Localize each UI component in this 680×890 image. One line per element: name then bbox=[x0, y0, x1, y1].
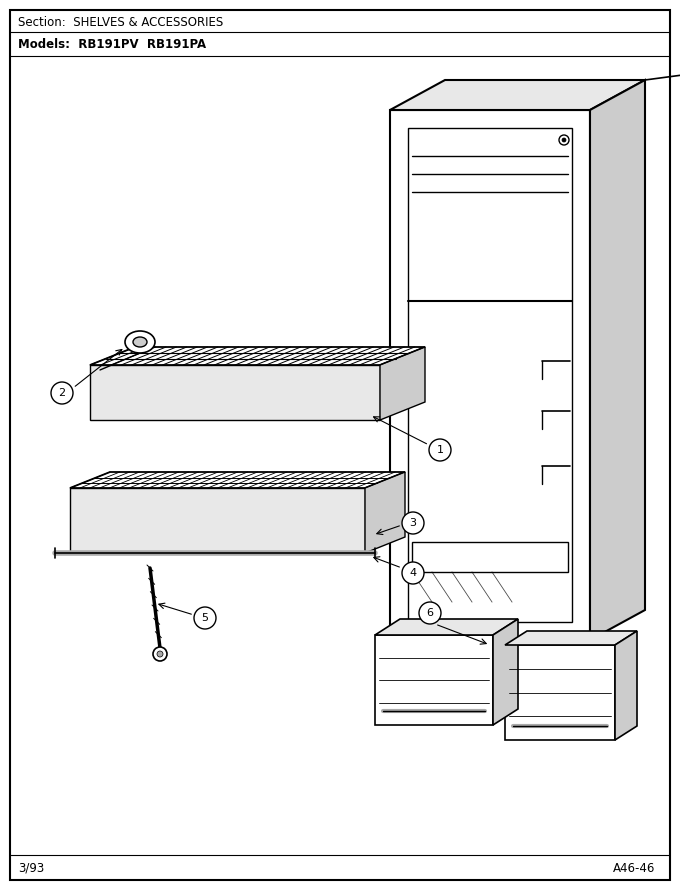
Polygon shape bbox=[505, 631, 637, 645]
Text: 3/93: 3/93 bbox=[18, 862, 44, 875]
Circle shape bbox=[419, 602, 441, 624]
Polygon shape bbox=[375, 635, 493, 725]
Polygon shape bbox=[412, 542, 568, 572]
Polygon shape bbox=[402, 640, 418, 654]
Circle shape bbox=[194, 607, 216, 629]
Polygon shape bbox=[505, 645, 615, 740]
Polygon shape bbox=[70, 488, 365, 553]
Polygon shape bbox=[560, 640, 576, 654]
Polygon shape bbox=[365, 472, 405, 553]
Polygon shape bbox=[590, 80, 645, 640]
Circle shape bbox=[559, 135, 569, 145]
Polygon shape bbox=[390, 110, 590, 640]
Polygon shape bbox=[10, 10, 670, 880]
Polygon shape bbox=[375, 619, 518, 635]
Text: 6: 6 bbox=[426, 608, 434, 618]
Ellipse shape bbox=[125, 331, 155, 353]
Circle shape bbox=[402, 512, 424, 534]
Text: 4: 4 bbox=[409, 568, 417, 578]
Circle shape bbox=[51, 382, 73, 404]
Circle shape bbox=[562, 138, 566, 142]
Text: 2: 2 bbox=[58, 388, 65, 398]
Polygon shape bbox=[90, 347, 425, 365]
Text: Section:  SHELVES & ACCESSORIES: Section: SHELVES & ACCESSORIES bbox=[18, 17, 223, 29]
Circle shape bbox=[429, 439, 451, 461]
Text: Models:  RB191PV  RB191PA: Models: RB191PV RB191PA bbox=[18, 37, 206, 51]
Text: 5: 5 bbox=[201, 613, 209, 623]
Polygon shape bbox=[70, 472, 405, 488]
Text: 3: 3 bbox=[409, 518, 416, 528]
Ellipse shape bbox=[133, 337, 147, 347]
Polygon shape bbox=[390, 80, 645, 110]
Polygon shape bbox=[90, 365, 380, 420]
Text: A46-46: A46-46 bbox=[613, 862, 655, 875]
Polygon shape bbox=[408, 128, 572, 622]
Circle shape bbox=[153, 647, 167, 661]
Polygon shape bbox=[380, 347, 425, 420]
Circle shape bbox=[402, 562, 424, 584]
Polygon shape bbox=[493, 619, 518, 725]
Text: 1: 1 bbox=[437, 445, 443, 455]
Circle shape bbox=[157, 651, 163, 657]
Polygon shape bbox=[615, 631, 637, 740]
